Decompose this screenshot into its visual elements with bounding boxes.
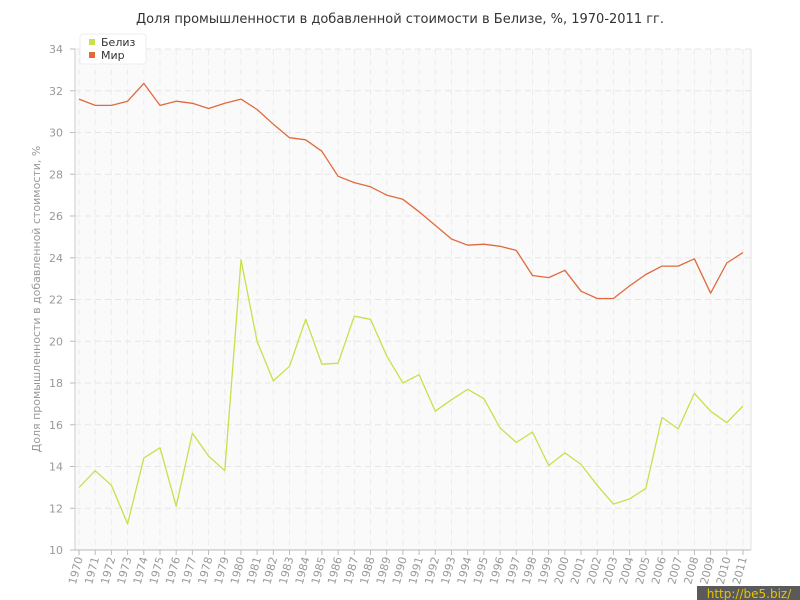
- y-tick-label: 34: [49, 43, 63, 56]
- y-tick-label: 16: [49, 419, 63, 432]
- y-tick-label: 24: [49, 252, 63, 265]
- legend-swatch-belize: [89, 39, 95, 45]
- x-ticks: 1970197119721973197419751976197719781979…: [66, 555, 750, 585]
- y-axis-label: Доля промышленности в добавленной стоимо…: [30, 146, 43, 453]
- legend-box: [79, 33, 147, 65]
- y-tick-label: 32: [49, 85, 63, 98]
- y-ticks: 10 12 14 16 18 20 22 24 26 28 30 32 34: [49, 43, 63, 557]
- legend-label-belize: Белиз: [101, 36, 135, 49]
- y-tick-label: 18: [49, 377, 63, 390]
- series-line-belize: [78, 259, 744, 525]
- watermark-background: [697, 586, 800, 600]
- watermark: http://be5.biz/: [707, 587, 792, 600]
- grid: [75, 48, 751, 550]
- y-tick-label: 14: [49, 461, 63, 474]
- y-tick-label: 12: [49, 502, 63, 515]
- y-tick-label: 26: [49, 210, 63, 223]
- y-tick-label: 10: [49, 544, 63, 557]
- legend-label-world: Мир: [101, 49, 125, 62]
- series-line-world: [78, 82, 744, 300]
- axes: [70, 48, 752, 555]
- series: [78, 82, 744, 525]
- y-tick-label: 28: [49, 168, 63, 181]
- chart-title: Доля промышленности в добавленной стоимо…: [136, 12, 664, 27]
- y-tick-label: 20: [49, 335, 63, 348]
- legend[interactable]: Белиз Мир: [79, 33, 147, 65]
- y-tick-label: 22: [49, 294, 63, 307]
- legend-swatch-world: [89, 52, 95, 58]
- y-tick-label: 30: [49, 127, 63, 140]
